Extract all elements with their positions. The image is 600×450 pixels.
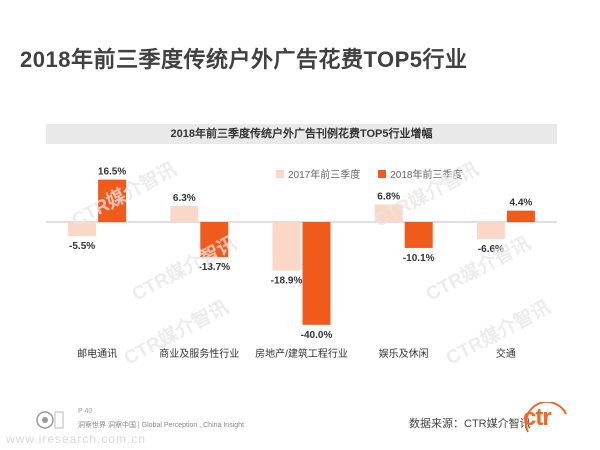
ctr-seal-icon [36, 411, 64, 429]
legend-swatch-2017 [276, 169, 284, 178]
legend-item-2017: 2017年前三季度 [276, 166, 360, 181]
data-label-2017-4: -6.6% [478, 244, 504, 255]
bar-2018-4 [506, 210, 535, 222]
category-label-1: 商业及服务性行业 [159, 347, 239, 360]
bar-2017-2 [272, 222, 301, 271]
bar-2017-4 [476, 222, 505, 239]
category-label-0: 邮电通讯 [77, 347, 117, 360]
bar-2018-3 [404, 222, 433, 248]
bar-2018-1 [200, 222, 229, 258]
data-source: 数据来源：CTR媒介智讯 [409, 418, 531, 430]
category-label-3: 娱乐及休闲 [379, 347, 429, 360]
category-label-2: 房地产/建筑工程行业 [255, 347, 348, 360]
footer-slogan: 洞察世界 洞察中国 | Global Perception , China In… [78, 422, 244, 429]
legend-swatch-2018 [378, 169, 387, 178]
page-number: P 40 [78, 408, 93, 415]
chart-title: 2018年前三季度传统户外广告刊例花费TOP5行业增幅 [46, 124, 557, 144]
data-label-2017-3: 6.8% [377, 192, 400, 203]
data-label-2018-1: -13.7% [198, 262, 230, 273]
bar-2018-0 [98, 179, 127, 222]
ctr-logo-text: ctr [523, 404, 552, 431]
site-watermark: www.iresearch.com.cn [6, 432, 147, 446]
data-label-2017-1: 6.3% [173, 193, 196, 204]
data-label-2018-2: -40.0% [301, 330, 333, 341]
chart-legend: 2017年前三季度 2018年前三季度 [276, 166, 481, 181]
ctr-logo-arc-icon [525, 402, 567, 433]
bar-2017-1 [170, 205, 199, 222]
legend-label-2018: 2018年前三季度 [390, 170, 463, 181]
legend-item-2018: 2018年前三季度 [378, 166, 463, 181]
bar-2017-3 [374, 204, 403, 222]
data-label-2018-3: -10.1% [403, 253, 435, 264]
data-label-2017-0: -5.5% [69, 241, 95, 252]
legend-label-2017: 2017年前三季度 [288, 170, 361, 181]
data-label-2018-0: 16.5% [98, 167, 126, 178]
bar-2017-0 [68, 222, 97, 237]
data-label-2018-4: 4.4% [510, 198, 533, 209]
category-label-4: 交通 [496, 347, 516, 360]
page-title: 2018年前三季度传统户外广告花费TOP5行业 [20, 47, 468, 72]
bar-2018-2 [302, 222, 331, 325]
data-label-2017-2: -18.9% [271, 276, 303, 287]
